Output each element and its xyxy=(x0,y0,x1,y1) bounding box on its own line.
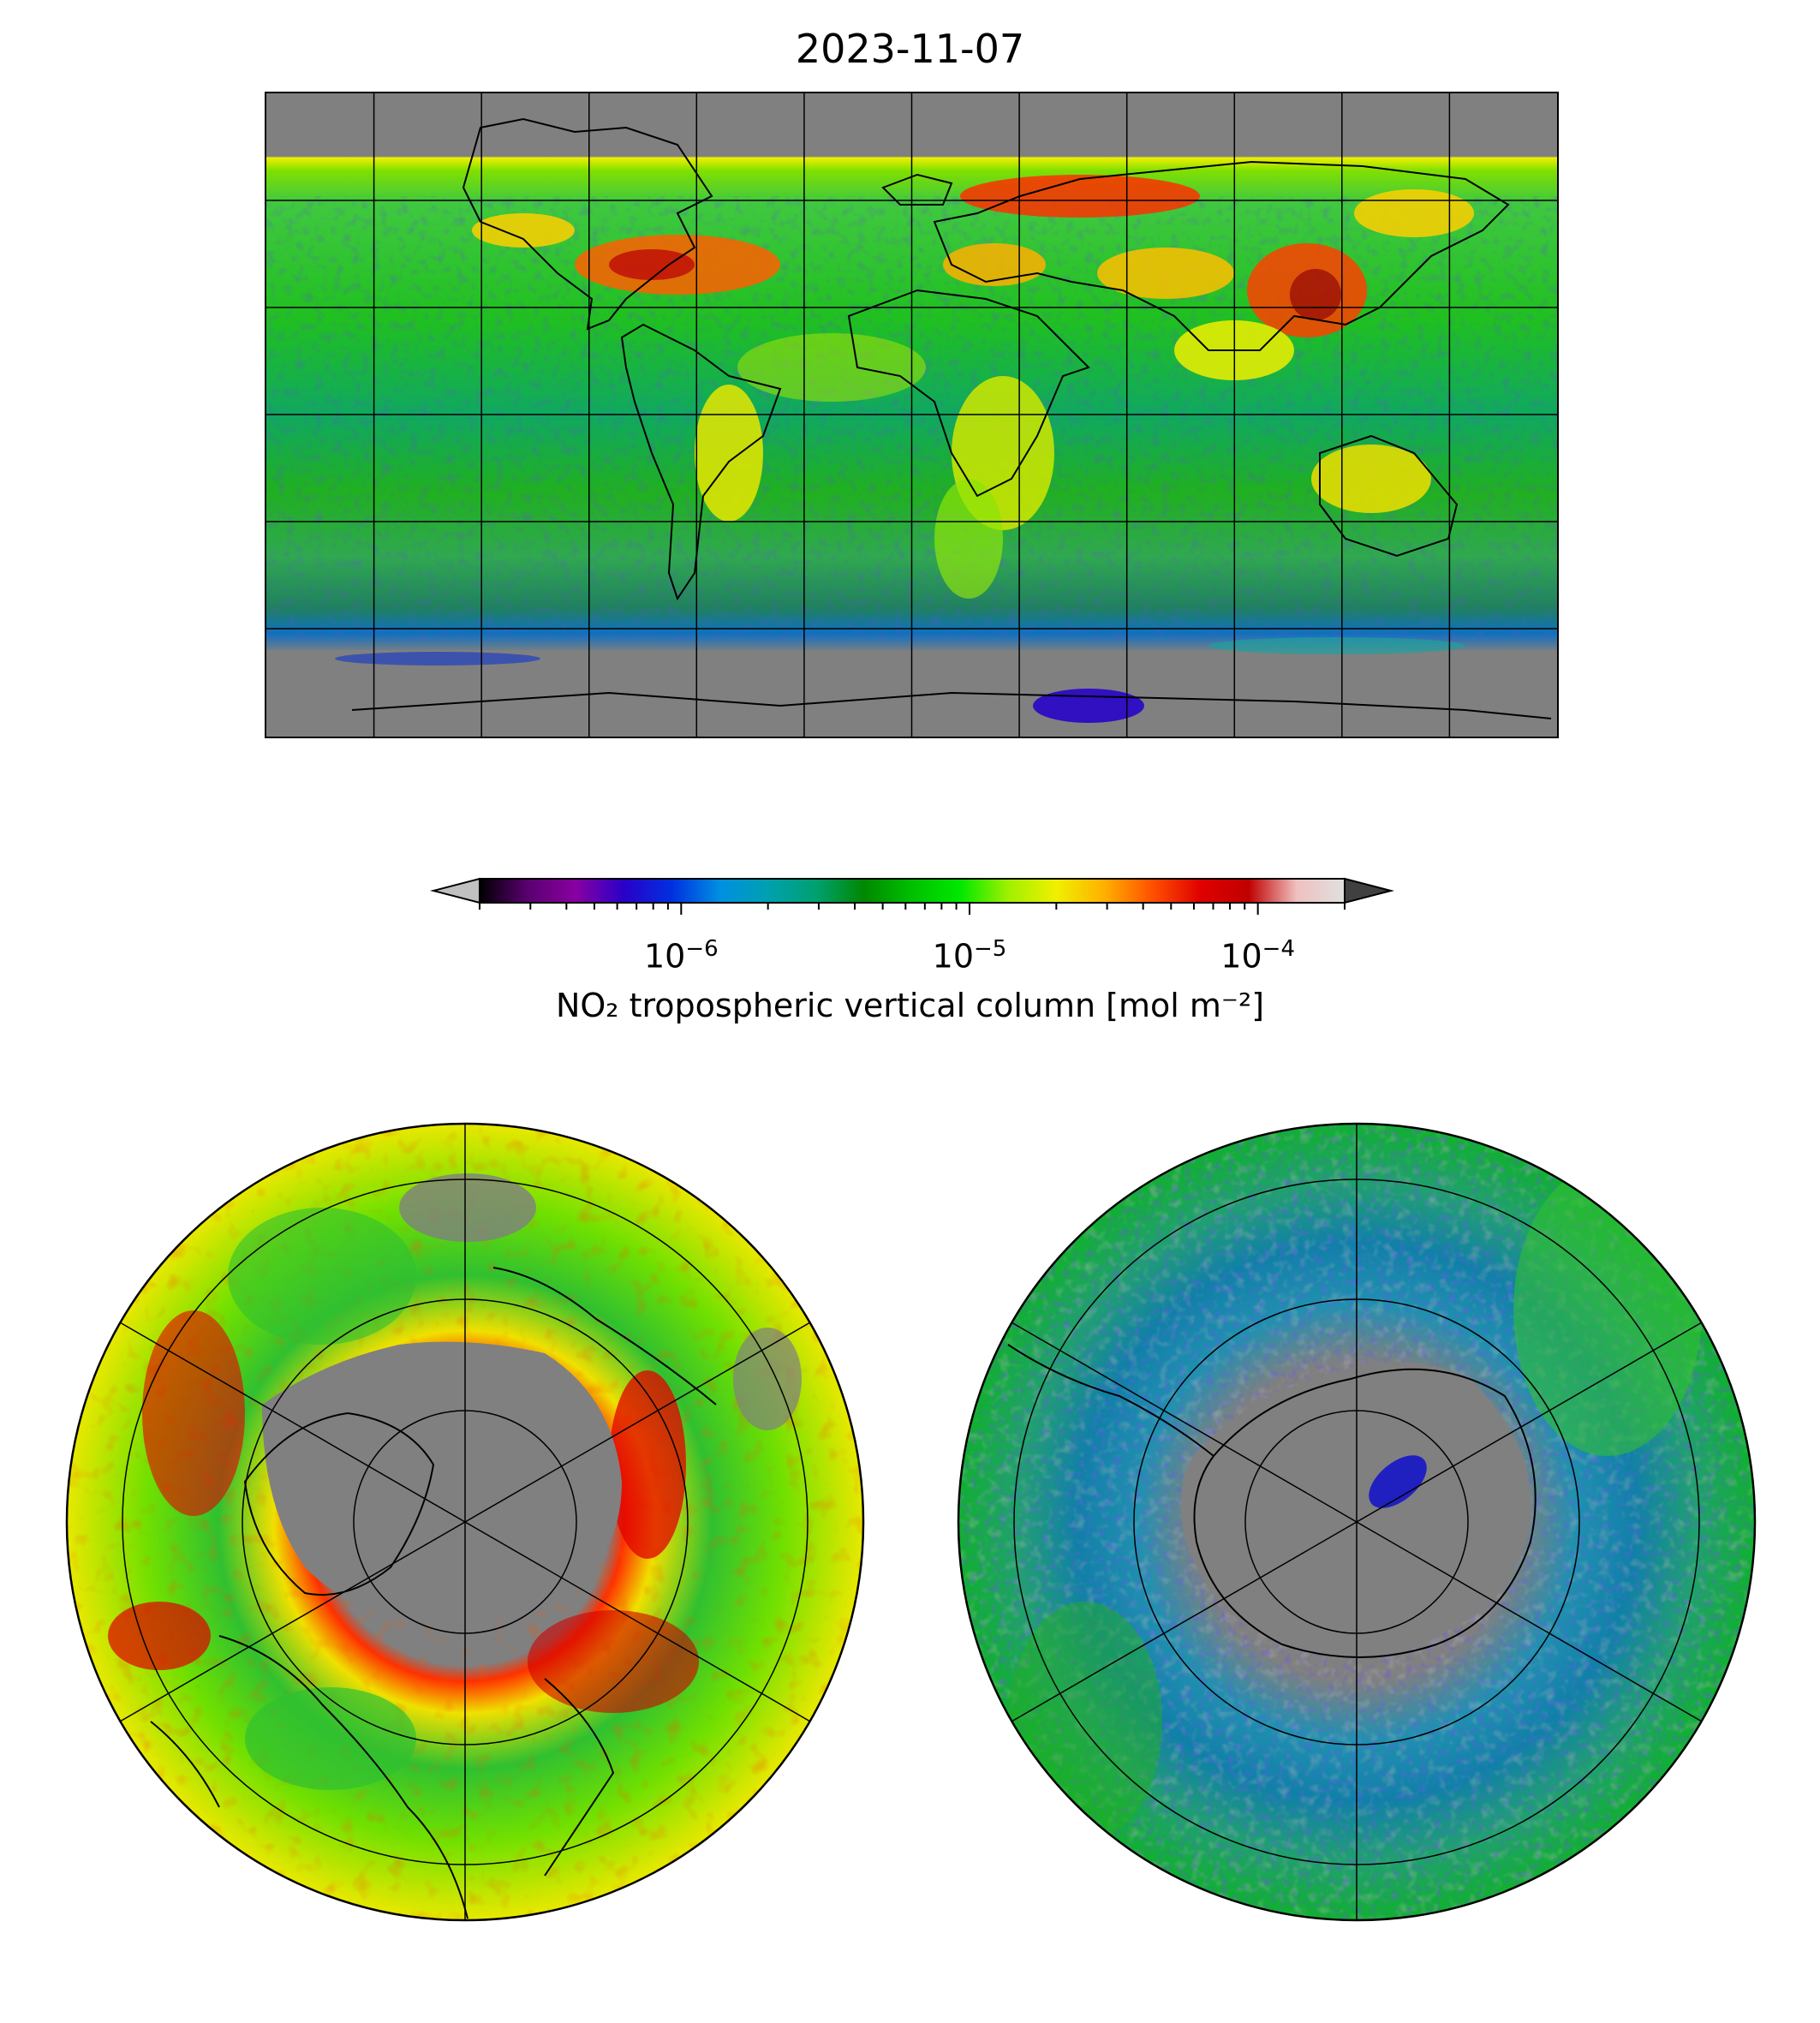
north-polar-map xyxy=(65,1122,866,1923)
north-coastlines xyxy=(150,1267,717,1919)
north-graticule xyxy=(119,1124,811,1920)
north-polar-outline xyxy=(65,1122,865,1922)
colorbar-body xyxy=(479,878,1346,904)
colorbar-tick-label: 10−6 xyxy=(643,936,719,976)
graticule xyxy=(266,93,1557,737)
global-hotspots xyxy=(472,175,1474,599)
colorbar-over-arrow xyxy=(1344,877,1394,904)
coastlines xyxy=(351,117,1552,719)
figure-title: 2023-11-07 xyxy=(795,26,1025,72)
south-graticule xyxy=(1011,1124,1703,1920)
colorbar-label: NO₂ tropospheric vertical column [mol m⁻… xyxy=(555,987,1265,1024)
south-polar-outline xyxy=(957,1122,1757,1922)
colorbar-tick-label: 10−4 xyxy=(1220,936,1295,976)
colorbar xyxy=(428,872,1396,1017)
colorbar-tick-label: 10−5 xyxy=(932,936,1007,976)
colorbar-under-arrow xyxy=(430,877,480,904)
south-polar-map xyxy=(957,1122,1757,1923)
global-map xyxy=(265,92,1559,738)
